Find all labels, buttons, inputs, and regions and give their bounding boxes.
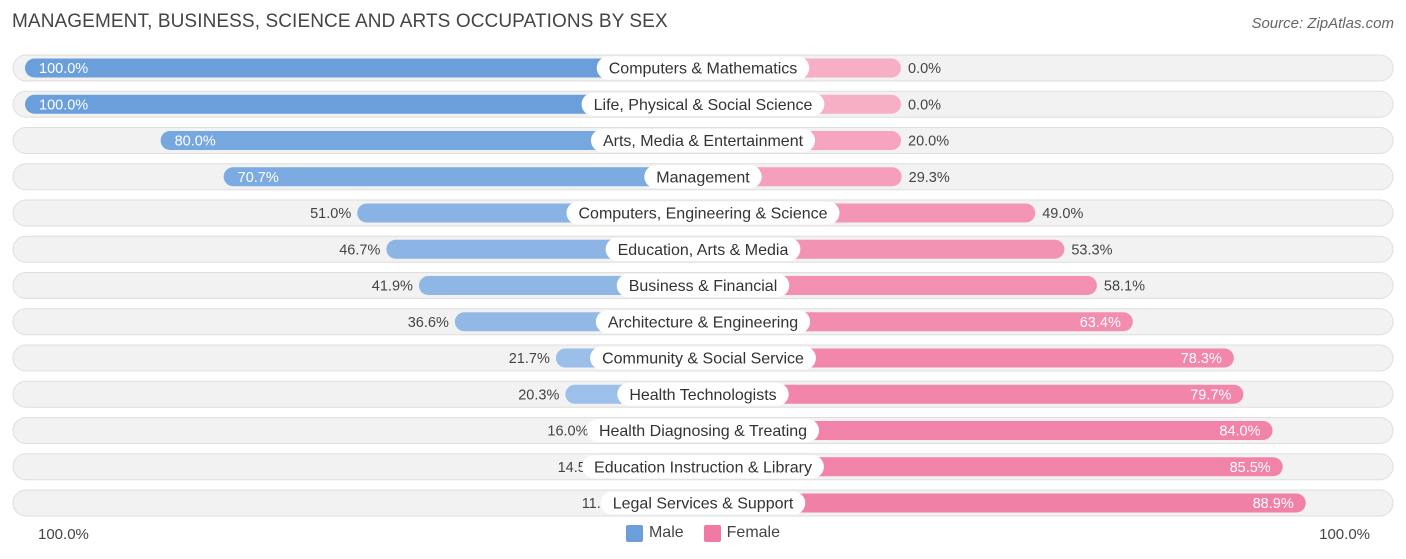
female-bar	[703, 493, 1306, 513]
female-value-label: 84.0%	[1219, 424, 1260, 440]
category-pill	[566, 201, 840, 225]
category-pill	[605, 237, 801, 261]
male-value-label: 100.0%	[39, 97, 88, 113]
male-bar	[25, 94, 703, 114]
chart-row: 51.0% 49.0% Computers, Engineering & Scien…	[12, 199, 1394, 227]
chart-row: 46.7% 53.3% Education, Arts & Media	[12, 235, 1394, 263]
male-value-label: 70.7%	[238, 170, 279, 186]
male-value-label: 20.3%	[518, 387, 559, 403]
male-value-label: 80.0%	[175, 134, 216, 150]
category-label: Education Instruction & Library	[594, 459, 812, 476]
chart-row: 21.7% 78.3% Community & Social Service	[12, 344, 1394, 372]
male-bar	[160, 131, 704, 150]
legend-item-male: Male	[625, 524, 684, 542]
category-pill	[617, 382, 789, 406]
chart-row: 14.5% 85.5%Education Instruction & Librar…	[12, 453, 1394, 481]
legend-swatch-female	[703, 524, 721, 542]
male-value-label: 46.7%	[339, 242, 380, 258]
category-label: Health Technologists	[629, 387, 776, 404]
axis-right-label: 100.0%	[1319, 526, 1370, 543]
female-value-label: 88.9%	[1253, 496, 1294, 512]
category-label: Management	[656, 169, 750, 186]
legend-item-female: Female	[703, 524, 781, 542]
chart-row: 20.3% 79.7% Health Technologists	[12, 380, 1394, 408]
category-label: Health Diagnosing & Treating	[599, 423, 807, 440]
female-value-label: 29.3%	[909, 170, 950, 186]
female-bar	[703, 384, 1244, 404]
chart-row: 41.9% 58.1% Business & Financial	[12, 272, 1394, 299]
female-value-label: 49.0%	[1042, 206, 1083, 222]
chart-row: 70.7% 29.3% Management	[12, 163, 1394, 191]
axis-left-label: 100.0%	[38, 526, 89, 543]
male-value-label: 100.0%	[39, 61, 88, 77]
category-pill	[596, 56, 810, 80]
category-label: Education, Arts & Media	[618, 242, 789, 259]
category-pill	[582, 455, 824, 479]
female-bar	[703, 312, 1133, 332]
legend: Male Female	[0, 524, 1406, 542]
female-value-label: 78.3%	[1181, 351, 1222, 367]
category-pill	[586, 419, 820, 442]
chart-row: 11.1%88.9%Legal Services & Support	[12, 489, 1394, 517]
category-label: Architecture & Engineering	[608, 314, 798, 331]
male-value-label: 36.6%	[408, 315, 449, 331]
female-value-label: 53.3%	[1071, 242, 1112, 258]
female-bar	[703, 457, 1283, 477]
male-value-label: 21.7%	[509, 351, 550, 367]
category-pill	[644, 165, 762, 189]
legend-label-male: Male	[648, 524, 684, 541]
category-pill	[595, 310, 811, 334]
female-value-label: 58.1%	[1104, 279, 1145, 295]
female-bar	[703, 348, 1234, 368]
female-value-label: 63.4%	[1080, 315, 1121, 331]
category-label: Legal Services & Support	[613, 496, 794, 513]
category-pill	[581, 92, 825, 116]
female-value-label: 79.7%	[1190, 387, 1231, 403]
male-bar	[25, 58, 703, 78]
category-label: Life, Physical & Social Science	[594, 97, 813, 114]
female-value-label: 85.5%	[1230, 460, 1271, 476]
source-note: Source: ZipAtlas.com	[1251, 15, 1394, 32]
chart-row: 16.0% 84.0% Health Diagnosing & Treating	[12, 417, 1394, 444]
male-value-label: 41.9%	[372, 279, 413, 295]
chart-row: 100.0% 0.0% Computers & Mathematics	[12, 54, 1394, 82]
category-label: Computers & Mathematics	[609, 61, 798, 78]
chart-title: MANAGEMENT, BUSINESS, SCIENCE AND ARTS O…	[12, 11, 668, 32]
category-label: Computers, Engineering & Science	[578, 206, 827, 223]
male-bar	[223, 167, 704, 187]
female-value-label: 0.0%	[908, 97, 941, 113]
category-pill	[590, 129, 816, 152]
chart-row: 36.6% 63.4% Architecture & Engineering	[12, 308, 1394, 336]
female-value-label: 0.0%	[908, 61, 941, 77]
female-bar	[703, 276, 1097, 295]
category-label: Business & Financial	[629, 278, 778, 295]
category-pill	[616, 274, 790, 297]
male-value-label: 51.0%	[310, 206, 351, 222]
chart-row: 80.0% 20.0% Arts, Media & Entertainment	[12, 127, 1394, 154]
category-pill	[590, 346, 816, 370]
category-label: Arts, Media & Entertainment	[603, 133, 804, 150]
female-bar	[703, 421, 1273, 440]
category-pill	[600, 491, 806, 515]
female-value-label: 20.0%	[908, 134, 949, 150]
chart-row: 100.0% 0.0% Life, Physical & Social Scienc…	[12, 90, 1394, 118]
legend-label-female: Female	[726, 524, 781, 541]
category-label: Community & Social Service	[602, 351, 804, 368]
male-value-label: 16.0%	[547, 424, 588, 440]
bar-chart: 100.0% 0.0% Computers & Mathematics 100.0% 0…	[12, 54, 1394, 517]
legend-swatch-male	[625, 524, 643, 542]
